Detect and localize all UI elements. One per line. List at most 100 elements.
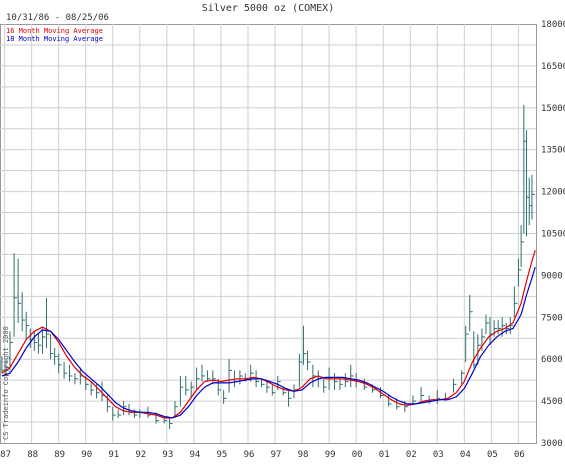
x-tick-label: 90 [81,450,92,460]
x-tick-label: 04 [460,450,471,460]
y-tick-label: 7500 [541,313,563,323]
moving-average-16-line [1,250,536,419]
price-bar [350,364,354,388]
price-bar [453,378,457,393]
price-bar [46,297,50,349]
price-bar [485,314,489,335]
price-bar [117,409,122,418]
price-bar [212,370,216,385]
x-tick-label: 98 [298,450,309,460]
price-bar [174,401,178,418]
x-tick-label: 96 [244,450,255,460]
price-bar [465,325,469,362]
price-bar [261,378,265,388]
price-bar [25,311,30,340]
price-bar [69,364,73,382]
x-tick-label: 01 [379,450,390,460]
price-bar [481,328,485,351]
price-bar [33,331,38,351]
price-bar [228,359,233,393]
moving-average-lines [1,250,536,419]
price-bar [74,373,78,385]
x-tick-label: 03 [433,450,444,460]
y-tick-label: 10500 [541,230,565,240]
price-bar [13,253,18,337]
price-bar [420,387,425,402]
legend-16-month: 16 Month Moving Average [6,27,103,35]
price-bar [112,406,116,421]
price-bar [306,350,311,371]
y-tick-label: 12000 [541,188,565,198]
price-bar [334,373,338,390]
price-bar [505,322,510,335]
price-bar [493,320,498,337]
price-bar [90,381,95,396]
y-tick-label: 16500 [541,62,565,72]
price-bar [54,348,58,365]
price-bar [21,292,26,332]
price-bar [17,258,22,323]
copyright-text: CS Tradeinfo Copyright 2000 [2,326,10,440]
price-bar [206,370,211,382]
price-bar [312,364,316,388]
price-bar [302,325,307,365]
price-bar [5,359,9,376]
price-bar [190,381,195,399]
chart-title: Silver 5000 oz (COMEX) [202,3,334,14]
x-tick-label: 97 [271,450,282,460]
y-tick-label: 13500 [541,146,565,156]
y-tick-label: 3000 [541,439,563,449]
price-bar [58,353,62,374]
price-bar [163,417,168,424]
price-bar [412,395,416,404]
x-tick-label: 94 [189,450,200,460]
price-bar [271,384,276,396]
price-bar [128,403,132,416]
y-tick-label: 6000 [541,355,563,365]
x-tick-label: 05 [487,450,498,460]
x-tick-label: 89 [54,450,65,460]
price-bar [179,375,184,407]
x-tick-label: 91 [108,450,119,460]
x-tick-label: 93 [162,450,173,460]
x-tick-label: 88 [27,450,38,460]
x-tick-label: 06 [514,450,525,460]
price-bar [50,334,54,360]
price-bar [469,294,473,332]
price-bar [63,361,68,379]
x-tick-label: 92 [135,450,146,460]
price-bar [298,353,303,388]
price-bar [266,381,270,393]
x-tick-label: 02 [406,450,417,460]
price-bar [473,331,477,368]
price-bar [344,373,349,388]
price-bar [185,375,189,396]
price-bar [323,378,327,393]
price-bar [201,364,206,382]
price-bar [1,356,5,374]
y-tick-label: 4500 [541,397,563,407]
price-bar [223,389,227,404]
price-bar [501,317,506,337]
y-tick-label: 18000 [541,20,565,30]
y-tick-label: 9000 [541,271,563,281]
price-bar [9,331,14,371]
date-range: 10/31/86 - 08/25/06 [6,13,109,23]
x-tick-label: 99 [325,450,336,460]
price-bar [339,378,343,390]
price-bar [133,409,138,418]
price-bar [461,370,465,385]
price-bar [517,258,522,287]
price-bar [509,317,514,335]
x-tick-label: 00 [352,450,363,460]
grid [0,24,536,443]
y-axis-ticks: 3000 4500 6000 7500 9000 10500 12000 13500 15000… [541,20,565,449]
price-bar [513,286,518,318]
moving-average-18-line [1,266,536,419]
y-tick-label: 15000 [541,104,565,114]
price-bar [288,389,292,407]
price-bar [37,334,42,354]
x-tick-label: 87 [0,450,11,460]
price-bar [497,320,502,335]
